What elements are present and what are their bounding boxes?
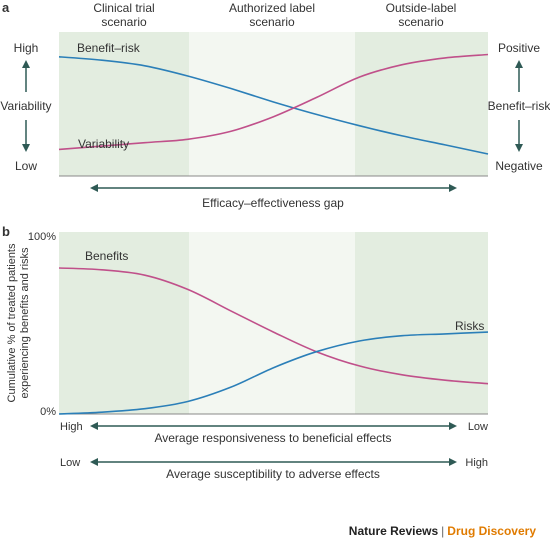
- series-line-benefits: [58, 267, 489, 385]
- scenario-authorized-line2: scenario: [249, 15, 295, 29]
- scenario-clinical-line1: Clinical trial: [93, 1, 154, 15]
- left-axis-high: High: [14, 41, 39, 55]
- scenario-authorized-line1: Authorized label: [229, 1, 315, 15]
- series-label-benefits: Benefits: [85, 249, 128, 263]
- panel-b-zone-outside: [355, 232, 488, 414]
- footer-brand: Nature Reviews: [348, 524, 439, 538]
- panel-b-zone-authorized: [189, 232, 355, 414]
- scenario-outside-line2: scenario: [398, 15, 444, 29]
- scenario-outside-line1: Outside-label: [386, 1, 457, 15]
- series-line-benefit-risk: [58, 56, 489, 155]
- series-label-variability: Variability: [78, 137, 129, 151]
- right-axis-benefit-risk: Benefit–risk: [488, 99, 550, 113]
- series-label-benefit-risk: Benefit–risk: [77, 41, 141, 55]
- scenario-clinical-line2: scenario: [101, 15, 147, 29]
- susceptibility-high: High: [465, 457, 488, 469]
- responsiveness-high: High: [60, 421, 83, 433]
- susceptibility-low: Low: [60, 457, 80, 469]
- y-axis-label-line2: experiencing benefits and risks: [19, 247, 31, 399]
- y-tick-0: 0%: [40, 406, 56, 418]
- susceptibility-label: Average susceptibility to adverse effect…: [166, 467, 380, 481]
- right-axis-positive: Positive: [498, 41, 540, 55]
- y-axis-label: Cumulative % of treated patients experie…: [6, 243, 31, 402]
- panel-a-letter: a: [2, 0, 10, 15]
- panel-a: a Clinical trial scenario Authorized lab…: [0, 0, 550, 210]
- responsiveness-label: Average responsiveness to beneficial eff…: [154, 431, 391, 445]
- panel-a-zone-authorized: [189, 32, 355, 176]
- y-tick-100: 100%: [28, 231, 56, 243]
- journal-footer: Nature Reviews | Drug Discovery: [0, 524, 536, 538]
- series-line-variability: [58, 53, 489, 151]
- left-axis-low: Low: [15, 159, 37, 173]
- right-axis-negative: Negative: [495, 159, 543, 173]
- series-label-risks: Risks: [455, 319, 484, 333]
- left-axis-variability: Variability: [0, 99, 51, 113]
- footer-journal: Drug Discovery: [447, 524, 536, 538]
- panel-a-zone-clinical: [59, 32, 189, 176]
- panel-b: b 100% 0% Cumulative % of treated patien…: [2, 224, 489, 481]
- series-line-risks: [58, 331, 489, 415]
- footer-separator: |: [441, 524, 445, 538]
- responsiveness-low: Low: [468, 421, 488, 433]
- panel-b-zone-clinical: [59, 232, 189, 414]
- y-axis-label-line1: Cumulative % of treated patients: [6, 243, 18, 402]
- panel-a-zone-outside: [355, 32, 488, 176]
- efficacy-gap-label: Efficacy–effectiveness gap: [202, 196, 344, 210]
- panel-b-letter: b: [2, 224, 10, 239]
